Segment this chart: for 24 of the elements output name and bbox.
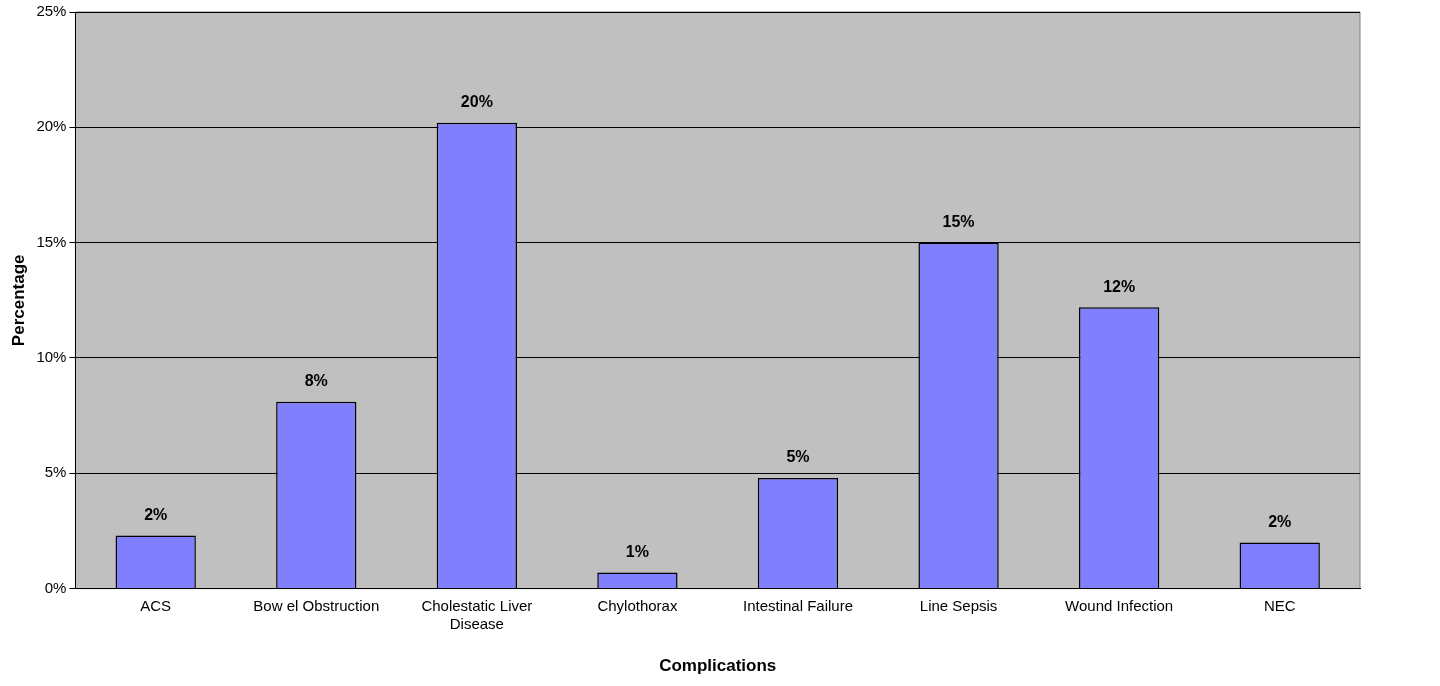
data-label: 5% — [786, 448, 810, 466]
data-label: 2% — [144, 505, 168, 523]
y-tick-label: 5% — [44, 463, 67, 481]
y-tick-label: 25% — [36, 2, 67, 20]
data-label: 2% — [1268, 512, 1292, 530]
data-label: 1% — [625, 542, 649, 560]
data-label: 12% — [1103, 277, 1136, 295]
data-label: 8% — [304, 372, 328, 390]
x-tick-label: NEC — [1263, 596, 1296, 614]
y-tick-label: 15% — [36, 232, 67, 250]
y-tick-label: 20% — [36, 117, 67, 135]
x-tick-label: Chylothorax — [597, 596, 678, 614]
y-tick-label: 10% — [36, 348, 67, 366]
x-tick-label: ACS — [140, 596, 172, 614]
x-tick-label: Bow el Obstruction — [253, 596, 380, 614]
y-axis-title: Percentage — [8, 254, 28, 347]
x-tick-label: Wound Infection — [1065, 596, 1174, 614]
x-axis-title: Complications — [659, 656, 777, 676]
data-label: 20% — [460, 93, 493, 111]
x-tick-label: Line Sepsis — [919, 596, 998, 614]
x-tick-label: Intestinal Failure — [742, 596, 854, 614]
data-label: 15% — [942, 213, 975, 231]
x-tick-label: Cholestatic Liver Disease — [421, 596, 533, 632]
y-tick-label: 0% — [44, 578, 67, 596]
